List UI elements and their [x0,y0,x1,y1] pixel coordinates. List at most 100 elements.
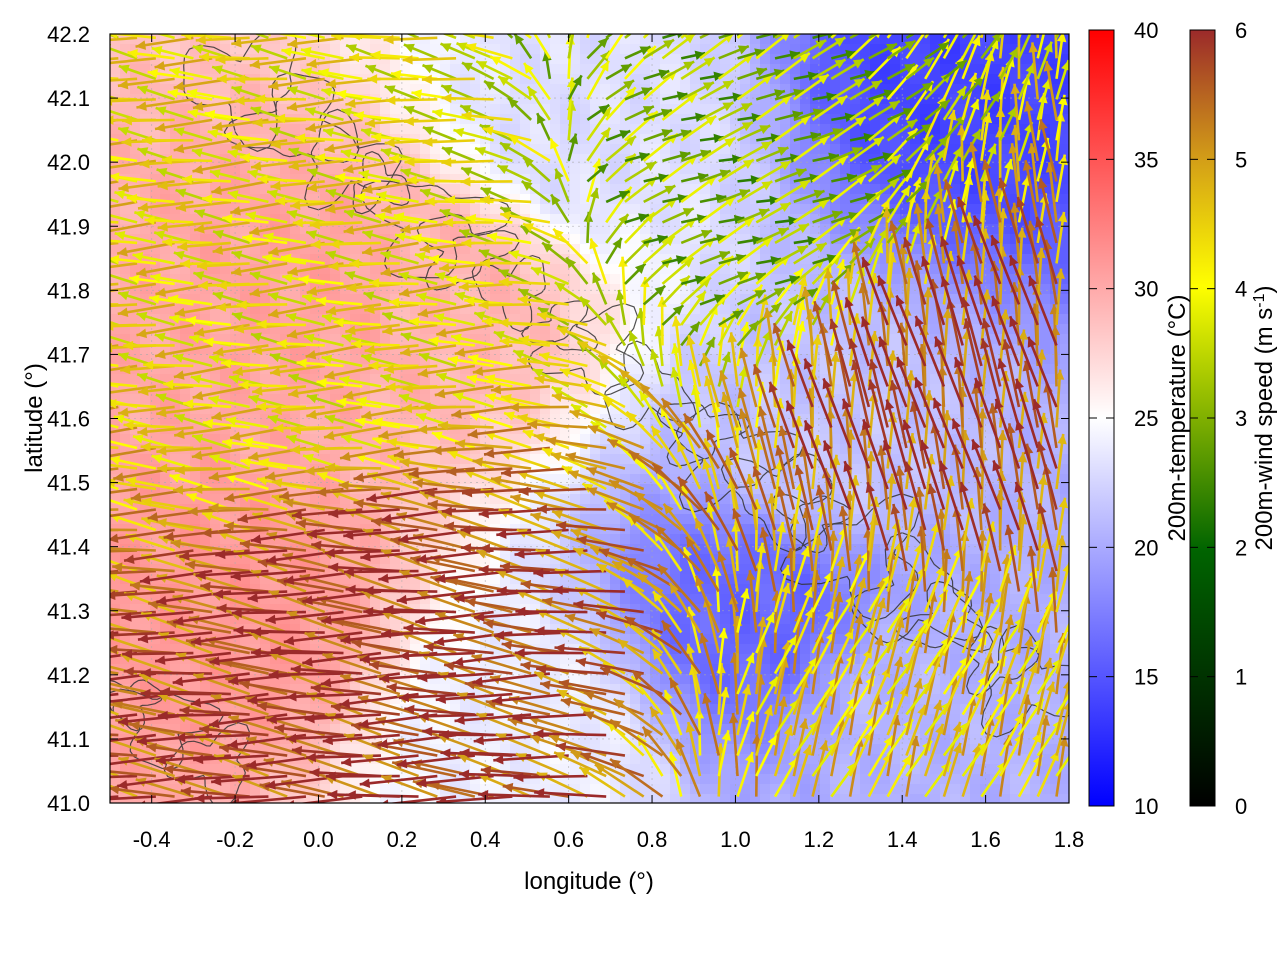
heatmap-cell [210,644,221,655]
heatmap-cell [380,214,391,225]
heatmap-cell [660,334,671,345]
heatmap-cell [590,204,601,215]
heatmap-cell [510,374,521,385]
heatmap-cell [690,254,701,265]
heatmap-cell [200,344,211,355]
heatmap-cell [740,564,751,575]
heatmap-cell [190,684,201,695]
heatmap-cell [500,264,511,275]
heatmap-cell [720,424,731,435]
heatmap-cell [480,394,491,405]
heatmap-cell [310,624,321,635]
heatmap-cell [340,44,351,55]
heatmap-cell [470,534,481,545]
heatmap-cell [420,144,431,155]
heatmap-cell [670,564,681,575]
heatmap-cell [180,494,191,505]
heatmap-cell [520,434,531,445]
heatmap-cell [120,704,131,715]
heatmap-cell [110,144,121,155]
heatmap-cell [420,194,431,205]
heatmap-cell [640,254,651,265]
heatmap-cell [310,154,321,165]
heatmap-cell [580,424,591,435]
heatmap-cell [610,144,621,155]
heatmap-cell [730,644,741,655]
heatmap-cell [190,664,201,675]
heatmap-cell [180,114,191,125]
heatmap-cell [170,224,181,235]
heatmap-cell [140,784,151,795]
heatmap-cell [640,34,651,45]
heatmap-cell [470,494,481,505]
heatmap-cell [430,244,441,255]
heatmap-cell [740,344,751,355]
heatmap-cell [650,764,661,775]
heatmap-cell [320,254,331,265]
heatmap-cell [740,514,751,525]
heatmap-cell [750,404,761,415]
heatmap-cell [750,654,761,665]
heatmap-cell [730,124,741,135]
heatmap-cell [740,544,751,555]
heatmap-cell [650,704,661,715]
heatmap-cell [170,684,181,695]
heatmap-cell [690,764,701,775]
heatmap-cell [220,524,231,535]
heatmap-cell [600,384,611,395]
heatmap-cell [610,704,621,715]
heatmap-cell [690,434,701,445]
heatmap-cell [310,504,321,515]
heatmap-cell [320,564,331,575]
heatmap-cell [590,694,601,705]
heatmap-cell [670,184,681,195]
heatmap-cell [640,604,651,615]
heatmap-cell [660,434,671,445]
heatmap-cell [270,264,281,275]
heatmap-cell [430,84,441,95]
heatmap-cell [440,204,451,215]
heatmap-cell [260,574,271,585]
heatmap-cell [560,424,571,435]
heatmap-cell [450,414,461,425]
heatmap-cell [200,454,211,465]
heatmap-cell [470,644,481,655]
heatmap-cell [430,374,441,385]
heatmap-cell [630,574,641,585]
heatmap-cell [560,204,571,215]
heatmap-cell [200,254,211,265]
heatmap-cell [360,644,371,655]
heatmap-cell [590,54,601,65]
heatmap-cell [230,94,241,105]
heatmap-cell [170,164,181,175]
heatmap-cell [470,124,481,135]
heatmap-cell [290,654,301,665]
heatmap-cell [680,474,691,485]
heatmap-cell [310,654,321,665]
heatmap-cell [440,474,451,485]
heatmap-cell [350,574,361,585]
heatmap-cell [570,764,581,775]
heatmap-cell [720,334,731,345]
heatmap-cell [680,654,691,665]
heatmap-cell [660,784,671,795]
heatmap-cell [340,224,351,235]
heatmap-cell [230,464,241,475]
heatmap-cell [360,104,371,115]
heatmap-cell [710,554,721,565]
heatmap-cell [700,464,711,475]
heatmap-cell [590,304,601,315]
heatmap-cell [540,334,551,345]
heatmap-cell [220,364,231,375]
heatmap-cell [470,104,481,115]
heatmap-cell [470,754,481,765]
heatmap-cell [530,304,541,315]
heatmap-cell [560,514,571,525]
heatmap-cell [450,434,461,445]
heatmap-cell [470,724,481,735]
heatmap-cell [750,54,761,65]
heatmap-cell [520,664,531,675]
heatmap-cell [510,224,521,235]
heatmap-cell [150,144,161,155]
heatmap-cell [440,64,451,75]
